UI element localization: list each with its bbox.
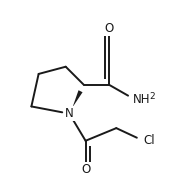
Text: O: O (81, 163, 90, 176)
Text: 2: 2 (150, 92, 155, 101)
Polygon shape (73, 90, 83, 107)
Text: NH: NH (132, 93, 150, 106)
Text: Cl: Cl (143, 134, 155, 147)
Text: O: O (104, 22, 114, 35)
Text: N: N (65, 107, 74, 120)
